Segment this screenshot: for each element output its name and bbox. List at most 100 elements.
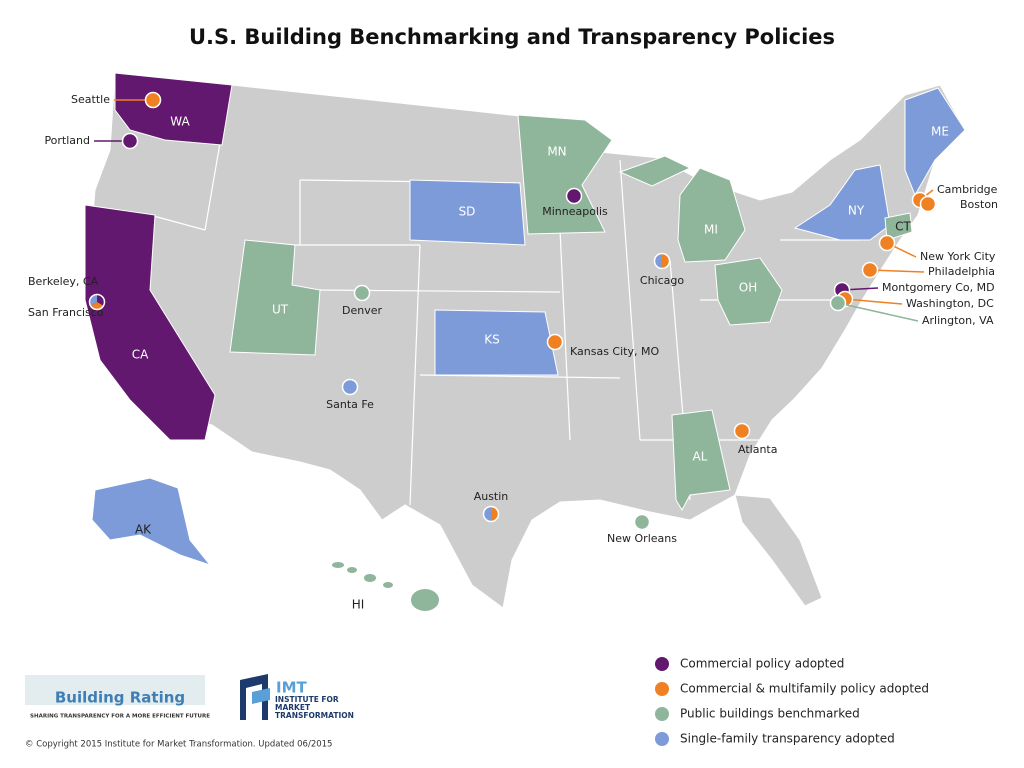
state-label: WA xyxy=(170,115,190,129)
state-border xyxy=(619,159,641,441)
logo-tagline: SHARING TRANSPARENCY FOR A MORE EFFICIEN… xyxy=(30,714,210,720)
city-label: Minneapolis xyxy=(542,205,608,218)
legend: Commercial policy adopted Commercial & mu… xyxy=(655,657,929,746)
state-label: KS xyxy=(484,333,500,347)
land xyxy=(734,494,823,607)
city-label: Philadelphia xyxy=(928,265,995,278)
city-label: Chicago xyxy=(640,274,684,287)
state xyxy=(411,589,439,611)
state xyxy=(347,567,357,573)
city-dot xyxy=(144,91,162,109)
city-label: Austin xyxy=(474,490,509,503)
city-label: Santa Fe xyxy=(326,398,374,411)
city-dot-segment xyxy=(483,506,491,522)
title: U.S. Building Benchmarking and Transpare… xyxy=(189,25,835,49)
legend-label: Commercial & multifamily policy adopted xyxy=(680,682,929,696)
city-dot-ring xyxy=(88,293,106,311)
state-label: NY xyxy=(848,204,865,218)
legend-label: Public buildings benchmarked xyxy=(680,707,860,721)
legend-swatch xyxy=(655,682,669,696)
city-dot xyxy=(353,284,371,302)
city-dot xyxy=(565,187,583,205)
copyright: © Copyright 2015 Institute for Market Tr… xyxy=(25,740,332,750)
state xyxy=(884,212,913,241)
state xyxy=(793,164,891,241)
cities: Seattle Portland Minneapolis Berkeley, CA Sa… xyxy=(28,91,998,545)
legend-swatch xyxy=(655,732,669,746)
state xyxy=(434,309,559,376)
leader-line xyxy=(837,302,919,322)
city-label: New York City xyxy=(920,250,996,263)
state xyxy=(671,409,731,512)
city-label: Boston xyxy=(960,198,998,211)
state-label: SD xyxy=(459,205,476,219)
building-rating-logo: Building Rating SHARING TRANSPARENCY FOR… xyxy=(25,675,210,720)
city-label: Washington, DC xyxy=(906,297,994,310)
state-label: AL xyxy=(693,450,708,464)
city-dot-ring xyxy=(653,252,671,270)
city-label: Montgomery Co, MD xyxy=(882,281,995,294)
imt-name: INSTITUTE FOR MARKET TRANSFORMATION xyxy=(275,696,354,720)
city-dot-segment xyxy=(662,253,670,269)
city-dot-segment xyxy=(654,253,662,269)
state xyxy=(114,72,233,146)
city-dot xyxy=(341,378,359,396)
city-dot-ring xyxy=(482,505,500,523)
logo-skyline xyxy=(25,675,205,705)
city-label: San Francisco xyxy=(28,306,104,319)
state-label: MI xyxy=(704,223,718,237)
state-label: AK xyxy=(135,523,152,537)
city-label: New Orleans xyxy=(607,532,677,545)
imt-mark xyxy=(252,688,270,704)
city-label: Atlanta xyxy=(738,443,777,456)
state-label: MN xyxy=(547,145,566,159)
imt-logo: IMT INSTITUTE FOR MARKET TRANSFORMATION xyxy=(240,674,354,720)
legend-label: Single-family transparency adopted xyxy=(680,732,895,746)
imt-text: IMT xyxy=(276,679,308,697)
state xyxy=(677,167,746,263)
state xyxy=(409,179,526,246)
state-label: CA xyxy=(132,348,149,362)
state xyxy=(229,239,321,356)
states: WA CA UT SD MN KS MI OH AL NY ME CT AK HI xyxy=(84,72,966,612)
city-dot-segment xyxy=(491,506,499,522)
city-label: Portland xyxy=(44,134,90,147)
legend-swatch xyxy=(655,657,669,671)
state xyxy=(332,562,344,568)
state-label: UT xyxy=(272,303,289,317)
city-dot xyxy=(121,132,139,150)
leader-line xyxy=(869,269,925,273)
imt-mark xyxy=(240,674,268,720)
state-label: HI xyxy=(352,598,365,612)
city-label: Kansas City, MO xyxy=(570,345,659,358)
state xyxy=(84,204,216,441)
logo-text: Building Rating xyxy=(55,689,185,707)
state xyxy=(714,257,783,326)
state xyxy=(383,582,393,588)
city-label: Seattle xyxy=(71,93,110,106)
state xyxy=(904,87,966,197)
city-dot xyxy=(546,333,564,351)
state xyxy=(91,477,212,567)
city-label: Cambridge xyxy=(937,183,998,196)
state xyxy=(517,114,613,235)
state-label: OH xyxy=(739,281,757,295)
city-dot xyxy=(829,294,847,312)
city-dot xyxy=(733,422,751,440)
state xyxy=(364,574,376,582)
leader-line xyxy=(844,298,903,305)
state-label: CT xyxy=(895,220,911,234)
city-dot xyxy=(633,513,651,531)
city-label: Berkeley, CA xyxy=(28,275,99,288)
state-border xyxy=(149,214,206,231)
legend-label: Commercial policy adopted xyxy=(680,657,844,671)
city-label: Arlington, VA xyxy=(922,314,994,327)
city-dot xyxy=(919,195,937,213)
state xyxy=(618,155,692,187)
state-border xyxy=(409,244,421,506)
legend-swatch xyxy=(655,707,669,721)
state-label: ME xyxy=(931,125,949,139)
city-label: Denver xyxy=(342,304,382,317)
imt-name-box: INSTITUTE FOR MARKET TRANSFORMATION xyxy=(275,696,354,720)
